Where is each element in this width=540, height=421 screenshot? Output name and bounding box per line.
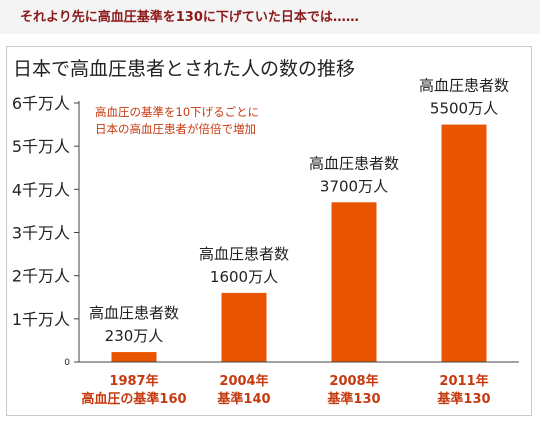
headline: それより先に高血圧基準を130に下げていた日本では…… bbox=[20, 10, 359, 25]
y-tick-label: 5千万人 bbox=[12, 137, 70, 156]
category-label: 2004年 bbox=[219, 373, 268, 389]
category-label: 高血圧の基準160 bbox=[81, 391, 186, 407]
category-label: 1987年 bbox=[109, 373, 158, 389]
data-label-name: 高血圧患者数 bbox=[199, 245, 289, 263]
annotation-line: 日本の高血圧患者が倍倍で増加 bbox=[95, 122, 256, 136]
bar bbox=[111, 352, 157, 362]
y-tick-label: 2千万人 bbox=[12, 267, 70, 286]
data-label-value: 230万人 bbox=[105, 327, 164, 345]
category-label: 基準140 bbox=[216, 391, 270, 407]
chart-title: 日本で高血圧患者とされた人の数の推移 bbox=[13, 58, 355, 80]
y-tick-label: 0 bbox=[64, 358, 70, 368]
category-label: 2011年 bbox=[439, 373, 488, 389]
category-label: 基準130 bbox=[326, 391, 380, 407]
category-label: 2008年 bbox=[329, 373, 378, 389]
chart-frame: 日本で高血圧患者とされた人の数の推移 高血圧の基準を10下げるごとに 日本の高血圧… bbox=[6, 46, 532, 416]
y-tick-label: 6千万人 bbox=[12, 94, 70, 113]
headline-banner: それより先に高血圧基準を130に下げていた日本では…… bbox=[0, 0, 540, 34]
bar bbox=[441, 124, 487, 362]
data-label-name: 高血圧患者数 bbox=[89, 304, 179, 322]
data-label-value: 1600万人 bbox=[210, 268, 278, 286]
category-label: 基準130 bbox=[436, 391, 490, 407]
y-tick-label: 1千万人 bbox=[12, 310, 70, 329]
data-label-value: 3700万人 bbox=[320, 177, 388, 195]
data-label-name: 高血圧患者数 bbox=[419, 77, 509, 95]
bars: 高血圧患者数230万人高血圧患者数1600万人高血圧患者数3700万人高血圧患者… bbox=[89, 77, 509, 362]
y-tick-label: 4千万人 bbox=[12, 180, 70, 199]
data-label-name: 高血圧患者数 bbox=[309, 154, 399, 172]
y-tick-label: 3千万人 bbox=[12, 224, 70, 243]
annotation-line: 高血圧の基準を10下げるごとに bbox=[95, 105, 259, 119]
bar-chart: 日本で高血圧患者とされた人の数の推移 高血圧の基準を10下げるごとに日本の高血圧… bbox=[12, 58, 519, 407]
y-axis: 0 1千万人 2千万人 3千万人 4千万人 5千万人 6千万人 bbox=[12, 94, 80, 368]
bar bbox=[221, 292, 267, 362]
bar bbox=[331, 202, 377, 362]
data-label-value: 5500万人 bbox=[430, 100, 498, 118]
